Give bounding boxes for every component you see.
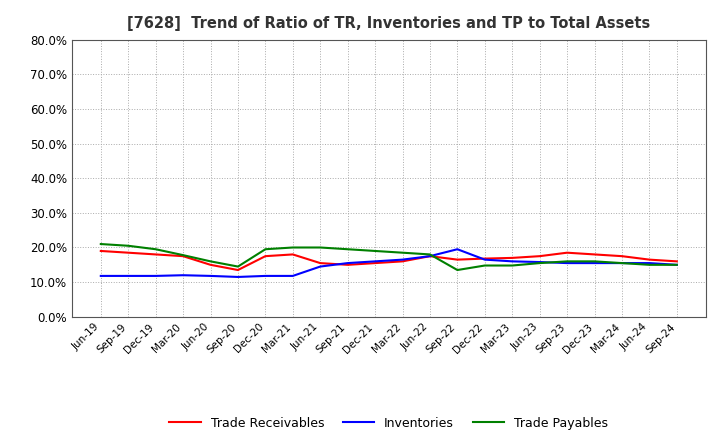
Trade Payables — [96, 242, 105, 247]
Trade Receivables — [426, 253, 434, 259]
Title: [7628]  Trend of Ratio of TR, Inventories and TP to Total Assets: [7628] Trend of Ratio of TR, Inventories… — [127, 16, 650, 32]
Inventories — [508, 259, 516, 264]
Trade Payables — [233, 264, 242, 269]
Trade Payables — [618, 260, 626, 266]
Line: Inventories: Inventories — [101, 249, 677, 277]
Trade Receivables — [261, 253, 270, 259]
Inventories — [536, 260, 544, 265]
Inventories — [316, 264, 325, 269]
Inventories — [179, 272, 187, 278]
Trade Receivables — [343, 262, 352, 268]
Trade Receivables — [618, 253, 626, 259]
Trade Receivables — [590, 252, 599, 257]
Trade Payables — [398, 250, 407, 255]
Trade Payables — [124, 243, 132, 249]
Trade Payables — [536, 260, 544, 266]
Inventories — [672, 262, 681, 268]
Trade Receivables — [289, 252, 297, 257]
Trade Receivables — [398, 259, 407, 264]
Trade Payables — [426, 252, 434, 257]
Inventories — [563, 260, 572, 266]
Trade Payables — [151, 246, 160, 252]
Inventories — [398, 257, 407, 262]
Trade Payables — [206, 259, 215, 264]
Trade Receivables — [206, 262, 215, 268]
Trade Receivables — [453, 257, 462, 262]
Trade Receivables — [508, 255, 516, 260]
Trade Payables — [672, 262, 681, 268]
Trade Receivables — [563, 250, 572, 255]
Inventories — [151, 273, 160, 279]
Trade Payables — [261, 246, 270, 252]
Line: Trade Payables: Trade Payables — [101, 244, 677, 270]
Trade Receivables — [124, 250, 132, 255]
Inventories — [590, 260, 599, 266]
Trade Payables — [371, 248, 379, 253]
Trade Receivables — [645, 257, 654, 262]
Inventories — [480, 257, 489, 262]
Inventories — [426, 253, 434, 259]
Legend: Trade Receivables, Inventories, Trade Payables: Trade Receivables, Inventories, Trade Pa… — [164, 412, 613, 435]
Trade Receivables — [151, 252, 160, 257]
Trade Payables — [179, 253, 187, 258]
Trade Payables — [480, 263, 489, 268]
Inventories — [233, 274, 242, 279]
Inventories — [453, 246, 462, 252]
Inventories — [206, 273, 215, 279]
Trade Payables — [343, 246, 352, 252]
Line: Trade Receivables: Trade Receivables — [101, 251, 677, 270]
Inventories — [343, 260, 352, 266]
Trade Receivables — [96, 248, 105, 253]
Inventories — [371, 259, 379, 264]
Trade Receivables — [480, 256, 489, 261]
Trade Payables — [645, 262, 654, 268]
Inventories — [124, 273, 132, 279]
Inventories — [261, 273, 270, 279]
Trade Receivables — [371, 260, 379, 266]
Trade Receivables — [179, 253, 187, 259]
Trade Payables — [289, 245, 297, 250]
Trade Receivables — [316, 260, 325, 266]
Trade Payables — [563, 259, 572, 264]
Trade Payables — [508, 263, 516, 268]
Inventories — [96, 273, 105, 279]
Inventories — [645, 260, 654, 266]
Trade Payables — [316, 245, 325, 250]
Trade Receivables — [536, 253, 544, 259]
Trade Payables — [453, 268, 462, 273]
Trade Receivables — [233, 268, 242, 273]
Trade Receivables — [672, 259, 681, 264]
Inventories — [618, 260, 626, 266]
Trade Payables — [590, 259, 599, 264]
Inventories — [289, 273, 297, 279]
